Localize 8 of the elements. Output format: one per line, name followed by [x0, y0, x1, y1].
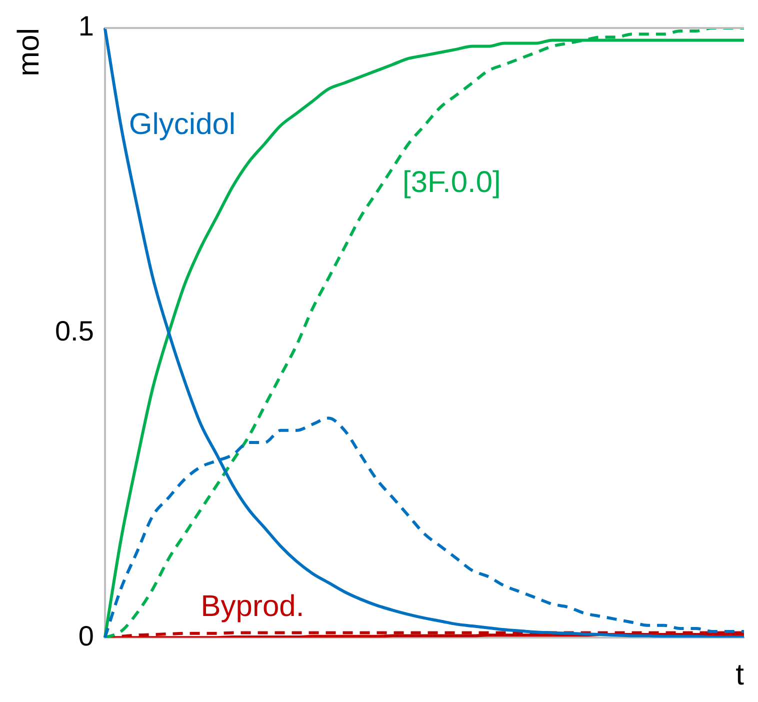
y-axis-title: mol — [12, 28, 46, 76]
x-axis-title: t — [736, 658, 745, 692]
y-tick-label: 0.5 — [54, 316, 94, 347]
y-tick-label: 1 — [78, 10, 94, 42]
series-label: Glycidol — [128, 108, 236, 141]
series-label: [3F.0.0] — [402, 166, 501, 200]
series-label: Byprod. — [200, 590, 304, 623]
y-tick-label: 0 — [78, 620, 94, 652]
